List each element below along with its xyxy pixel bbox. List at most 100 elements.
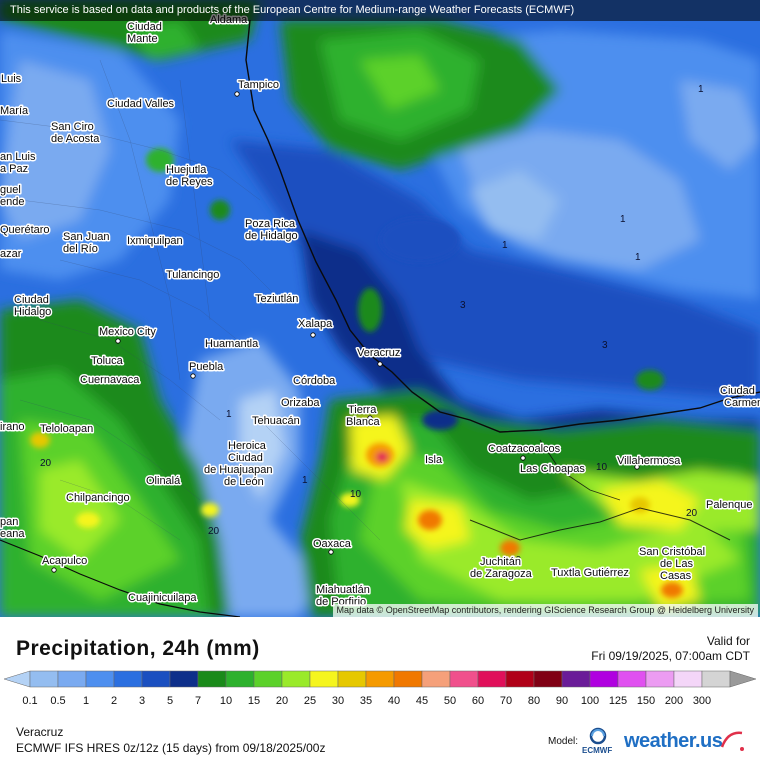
city-label: Heroica — [228, 440, 267, 452]
city-label: de Acosta — [51, 133, 100, 145]
model-branding: Model: ECMWF weather.us — [548, 727, 748, 757]
city-label: Chilpancingo — [66, 492, 130, 504]
colorbar-tick-label: 0.5 — [50, 695, 65, 707]
valid-time-block: Valid for Fri 09/19/2025, 07:00am CDT — [591, 634, 750, 664]
city-label: del Río — [63, 243, 98, 255]
contour-label: 1 — [302, 475, 308, 486]
city-label: Las Choapas — [520, 463, 585, 475]
colorbar-tick-label: 25 — [304, 695, 316, 707]
colorbar-segment — [85, 670, 115, 688]
city-label: Tierra — [348, 404, 377, 416]
colorbar-segment — [197, 670, 227, 688]
contour-labels: 1 1 1 1 3 3 1 1 10 20 20 20 20 10 — [40, 84, 704, 566]
colorbar-segment — [365, 670, 395, 688]
weather-us-swoosh-icon — [720, 731, 744, 751]
ecmwf-logo-icon — [589, 727, 607, 745]
model-label: Model: — [548, 736, 579, 747]
city-label: Ciudad Valles — [107, 98, 175, 110]
colorbar-tick-label: 1 — [83, 695, 89, 707]
city-label: Córdoba — [293, 375, 336, 387]
city-label: San Cristóbal — [639, 546, 705, 558]
colorbar-tick-label: 300 — [693, 695, 711, 707]
map-attribution[interactable]: Map data © OpenStreetMap contributors, r… — [332, 604, 758, 617]
colorbar-segment — [29, 670, 59, 688]
city-label: Palenque — [706, 499, 753, 511]
city-label: de Las — [660, 558, 694, 570]
colorbar-tick-label: 20 — [276, 695, 288, 707]
valid-time: Fri 09/19/2025, 07:00am CDT — [591, 649, 750, 663]
city-label: de Hidalgo — [245, 230, 298, 242]
colorbar-tick-label: 5 — [167, 695, 173, 707]
colorbar: 0.1 0.5 1 2 3 5 7 10 15 20 25 30 35 40 45 50 60 70 80 90 100… — [3, 670, 757, 707]
city-label: Tulancingo — [166, 269, 219, 281]
map-svg: 1 1 1 1 3 3 1 1 10 20 20 20 20 10 Aldama… — [0, 0, 760, 617]
contour-label: 10 — [596, 462, 608, 473]
precip-cores — [30, 148, 683, 598]
state-border — [469, 507, 731, 541]
colorbar-tick-label: 90 — [556, 695, 568, 707]
legend-title: Precipitation, 24h (mm) — [16, 637, 260, 660]
colorbar-segment — [617, 670, 647, 688]
city-label: de Huajuapan — [204, 464, 273, 476]
city-label: Querétaro — [0, 224, 50, 236]
city-label: Cuernavaca — [80, 374, 140, 386]
contour-label: 20 — [510, 555, 522, 566]
colorbar-tick-label: 60 — [472, 695, 484, 707]
city-label: Villahermosa — [617, 455, 681, 467]
colorbar-boxes — [3, 670, 757, 688]
city-label: eana — [0, 528, 25, 540]
municipal-lines — [0, 59, 381, 541]
colorbar-tick-label: 40 — [388, 695, 400, 707]
colorbar-arrow-high — [729, 670, 757, 688]
city-label: de Zaragoza — [470, 568, 533, 580]
contour-label: 1 — [620, 214, 626, 225]
colorbar-tick-label: 100 — [581, 695, 599, 707]
city-label: Veracruz — [357, 347, 400, 359]
colorbar-segment — [281, 670, 311, 688]
city-label: Teziutlán — [255, 293, 298, 305]
colorbar-tick-label: 45 — [416, 695, 428, 707]
city-label: Huejutla — [166, 164, 207, 176]
coastline — [245, 19, 760, 433]
colorbar-tick-label: 30 — [332, 695, 344, 707]
city-label: a Paz — [0, 163, 28, 175]
city-label: guel — [0, 184, 21, 196]
colorbar-tick-label: 0.1 — [22, 695, 37, 707]
weather-us-brand[interactable]: weather.us — [624, 730, 723, 752]
state-border-2 — [539, 439, 621, 501]
city-label: María — [0, 105, 29, 117]
contour-label: 1 — [502, 240, 508, 251]
city-label: Tampico — [238, 79, 279, 91]
city-label: Isla — [425, 454, 443, 466]
ecmwf-logo-text: ECMWF — [582, 746, 613, 755]
city-label: Oaxaca — [313, 538, 352, 550]
colorbar-segment — [673, 670, 703, 688]
colorbar-segment — [449, 670, 479, 688]
city-label: Huamantla — [205, 338, 259, 350]
precipitation-map[interactable]: 1 1 1 1 3 3 1 1 10 20 20 20 20 10 Aldama… — [0, 0, 760, 617]
colorbar-tick-label: 3 — [139, 695, 145, 707]
city-label: Poza Rica — [245, 218, 296, 230]
city-label: San Juan — [63, 231, 109, 243]
pacific-coastline — [0, 539, 241, 617]
city-label: Olinalá — [146, 475, 181, 487]
colorbar-segment — [645, 670, 675, 688]
city-label: an Luis — [0, 151, 36, 163]
model-run-info: ECMWF IFS HRES 0z/12z (15 days) from 09/… — [16, 741, 326, 755]
city-label: Orizaba — [281, 397, 320, 409]
colorbar-segment — [393, 670, 423, 688]
city-label: Mante — [127, 33, 158, 45]
colorbar-tick-label: 7 — [195, 695, 201, 707]
colorbar-ticks: 0.1 0.5 1 2 3 5 7 10 15 20 25 30 35 40 45 50 60 70 80 90 100… — [22, 695, 711, 707]
colorbar-tick-label: 70 — [500, 695, 512, 707]
colorbar-segment — [225, 670, 255, 688]
colorbar-tick-label: 200 — [665, 695, 683, 707]
city-label: ende — [0, 196, 24, 208]
colorbar-segment — [421, 670, 451, 688]
city-label: de León — [224, 476, 264, 488]
city-label: Ciudad — [720, 385, 755, 397]
city-label: Ciudad — [228, 452, 263, 464]
colorbar-arrow-low — [3, 670, 31, 688]
colorbar-segment — [533, 670, 563, 688]
city-label: Cuajinicuilapa — [128, 592, 197, 604]
